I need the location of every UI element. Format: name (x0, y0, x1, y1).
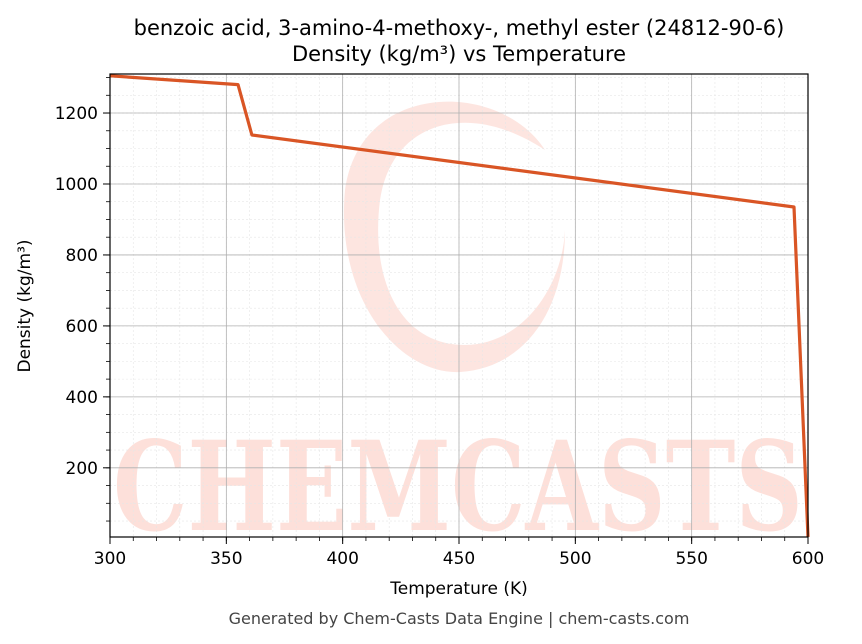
y-tick-label: 800 (66, 246, 98, 266)
watermark-text: CHEMCASTS (113, 415, 803, 560)
major-grid (109, 74, 809, 537)
x-tick-label: 400 (326, 549, 358, 569)
chart-title: benzoic acid, 3-amino-4-methoxy-, methyl… (134, 16, 785, 40)
x-tick-label: 500 (559, 549, 591, 569)
density-line (109, 74, 810, 538)
watermark-swirl (343, 101, 565, 373)
x-axis-label: Temperature (K) (389, 579, 528, 599)
y-tick-label: 1000 (55, 175, 98, 195)
x-tick-label: 450 (443, 549, 475, 569)
y-tick-label: 200 (66, 459, 98, 479)
x-tick-labels: 300 350 400 450 500 550 600 (94, 549, 824, 569)
y-tick-label: 600 (66, 317, 98, 337)
axis-ticks (103, 77, 809, 544)
y-tick-label: 400 (66, 388, 98, 408)
x-tick-label: 350 (210, 549, 242, 569)
watermark: CHEMCASTS (113, 101, 803, 560)
x-tick-label: 600 (792, 549, 824, 569)
chart-subtitle: Density (kg/m³) vs Temperature (292, 42, 626, 66)
x-tick-label: 300 (94, 549, 126, 569)
x-tick-label: 550 (675, 549, 707, 569)
y-tick-label: 1200 (55, 104, 98, 124)
y-axis-label: Density (kg/m³) (15, 239, 35, 372)
footer-credit: Generated by Chem-Casts Data Engine | ch… (229, 609, 690, 628)
y-tick-labels: 200 400 600 800 1000 1200 (55, 104, 98, 479)
